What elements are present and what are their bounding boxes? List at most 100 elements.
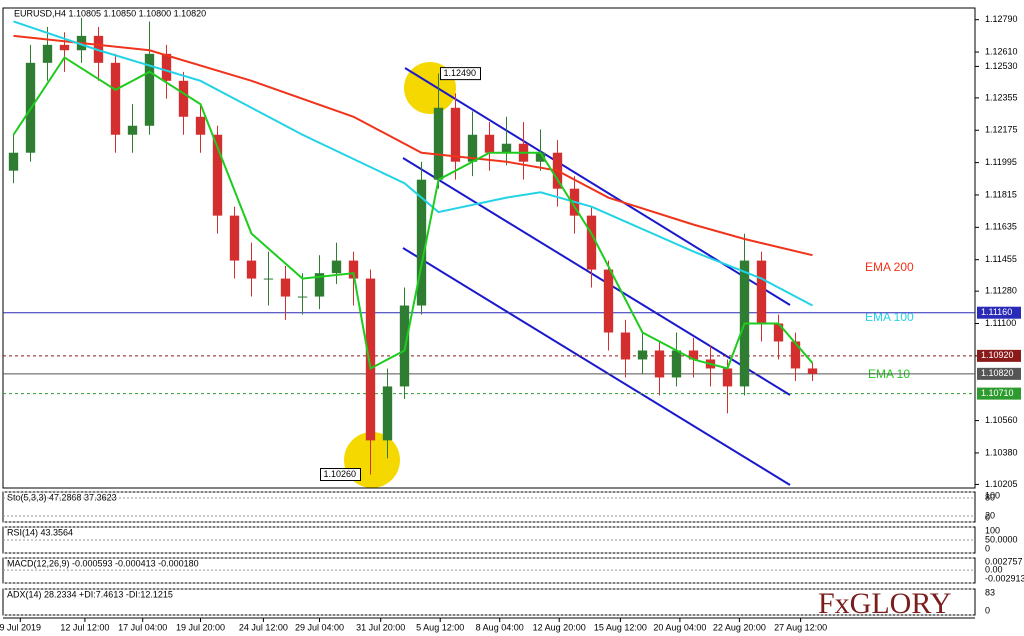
indicator-label: MACD(12,26,9) -0.000593 -0.000413 -0.000… xyxy=(7,558,199,568)
candle-body xyxy=(586,215,597,270)
x-tick-label: 22 Aug 20:00 xyxy=(713,622,766,632)
indicator-tick-label: 20 xyxy=(985,510,995,520)
candle-body xyxy=(212,134,223,216)
candle-body xyxy=(229,215,240,261)
candle-body xyxy=(42,44,53,63)
y-tick-label: 1.11455 xyxy=(985,254,1017,264)
candle-body xyxy=(110,62,121,135)
indicator-tick-label: 0 xyxy=(985,543,990,553)
candle-body xyxy=(195,116,206,135)
price-tag xyxy=(977,349,1021,362)
candle-body xyxy=(331,260,342,274)
price-tag-label: 1.10710 xyxy=(981,388,1014,398)
candle-body xyxy=(671,350,682,378)
y-tick-label: 1.10205 xyxy=(985,479,1018,489)
price-tag-label: 1.11160 xyxy=(981,307,1012,317)
indicator-tick-label: 100 xyxy=(985,525,1000,535)
candle-body xyxy=(178,80,189,117)
candle-body xyxy=(790,341,801,369)
candle-body xyxy=(365,278,376,441)
y-tick-label: 1.11635 xyxy=(985,222,1017,232)
y-tick-label: 1.11280 xyxy=(985,286,1017,296)
indicator-tick-label: -0.002913 xyxy=(985,573,1024,583)
annotation-box xyxy=(440,67,481,81)
x-tick-label: 12 Jul 12:00 xyxy=(60,622,109,632)
x-tick-label: 15 Aug 12:00 xyxy=(594,622,647,632)
candle-body xyxy=(246,260,257,279)
ema-line xyxy=(13,34,813,257)
x-tick-label: 5 Aug 12:00 xyxy=(416,622,464,632)
x-tick-label: 8 Aug 04:00 xyxy=(476,622,524,632)
x-tick-label: 27 Aug 12:00 xyxy=(774,622,827,632)
candle-body xyxy=(722,368,733,387)
channel-line xyxy=(404,67,791,306)
x-tick-label: 17 Jul 04:00 xyxy=(118,622,167,632)
price-tag-label: 1.10820 xyxy=(981,368,1014,378)
candle-body xyxy=(8,152,19,171)
y-tick-label: 1.12610 xyxy=(985,46,1018,56)
price-tag xyxy=(977,306,1021,319)
y-tick-label: 1.12530 xyxy=(985,61,1018,71)
y-tick-label: 1.11995 xyxy=(985,157,1017,167)
ema-line xyxy=(13,20,813,307)
candle-body xyxy=(467,134,478,162)
candle-body xyxy=(263,278,274,280)
candle-body xyxy=(144,53,155,126)
x-tick-label: 29 Jul 04:00 xyxy=(295,622,344,632)
y-tick-label: 1.12790 xyxy=(985,14,1018,24)
candle-body xyxy=(297,296,308,298)
candle-body xyxy=(382,386,393,441)
candle-body xyxy=(637,350,648,360)
candle-body xyxy=(314,273,325,297)
candle-body xyxy=(127,125,138,135)
y-tick-label: 1.11100 xyxy=(985,318,1016,328)
candle-body xyxy=(161,53,172,81)
price-tag xyxy=(977,387,1021,400)
annotation-label: 1.10260 xyxy=(324,469,357,479)
y-tick-label: 1.11815 xyxy=(985,189,1017,199)
indicator-label: Sto(5,3,3) 47.2868 37.3623 xyxy=(7,492,117,502)
chart-title: EURUSD,H4 1.10805 1.10850 1.10800 1.1082… xyxy=(14,8,206,18)
indicator-tick-label: 100 xyxy=(985,490,1000,500)
indicator-tick-label: 0 xyxy=(985,605,990,615)
x-tick-label: 19 Jul 20:00 xyxy=(176,622,225,632)
indicator-tick-label: 50.0000 xyxy=(985,534,1018,544)
annotation-box xyxy=(320,468,361,482)
legend-ema200: EMA 200 xyxy=(865,260,914,274)
indicator-label: ADX(14) 28.2334 +DI:7.4613 -DI:12.1215 xyxy=(7,589,173,599)
indicator-tick-label: 83 xyxy=(985,587,995,597)
annotation-label: 1.12490 xyxy=(444,68,477,78)
price-tag-label: 1.10920 xyxy=(981,350,1014,360)
y-tick-label: 1.12355 xyxy=(985,92,1018,102)
indicator-panel xyxy=(2,588,976,616)
candle-body xyxy=(416,179,427,306)
x-tick-label: 31 Jul 20:00 xyxy=(356,622,405,632)
indicator-tick-label: 0.002757 xyxy=(985,556,1023,566)
x-tick-label: 20 Aug 04:00 xyxy=(653,622,706,632)
y-tick-label: 1.12175 xyxy=(985,125,1018,135)
candle-body xyxy=(484,134,495,153)
y-tick-label: 1.10560 xyxy=(985,415,1018,425)
candle-body xyxy=(773,323,784,342)
indicator-tick-label: 80 xyxy=(985,492,995,502)
ema-line xyxy=(12,56,814,370)
channel-line xyxy=(402,247,791,486)
indicator-tick-label: 0.00 xyxy=(985,565,1003,575)
candle-body xyxy=(620,332,631,360)
logo: FxGLORY xyxy=(818,587,951,620)
candle-body xyxy=(756,260,767,324)
x-tick-label: 24 Jul 12:00 xyxy=(239,622,288,632)
main-panel xyxy=(2,7,976,489)
candle-body xyxy=(450,107,461,162)
price-tag xyxy=(977,367,1021,380)
candle-body xyxy=(654,350,665,378)
candle-body xyxy=(59,44,70,51)
y-tick-label: 1.10380 xyxy=(985,447,1018,457)
indicator-label: RSI(14) 43.3564 xyxy=(7,527,73,537)
legend-ema100: EMA 100 xyxy=(865,310,914,324)
candle-body xyxy=(807,368,818,374)
x-tick-label: 9 Jul 2019 xyxy=(0,622,41,632)
candle-body xyxy=(688,350,699,360)
